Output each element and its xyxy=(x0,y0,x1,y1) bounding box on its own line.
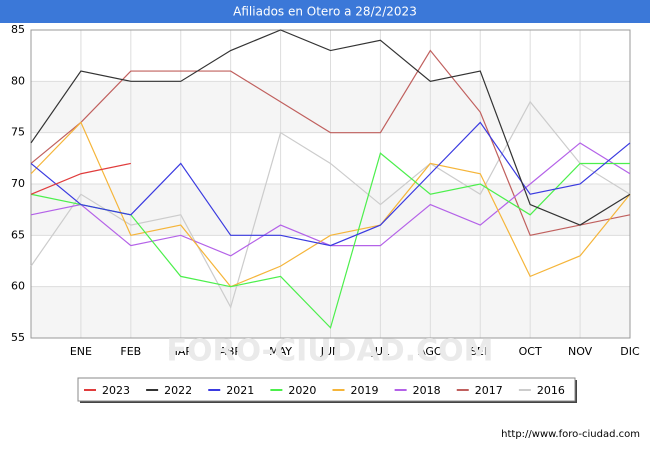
y-tick-label: 80 xyxy=(11,74,25,87)
x-tick-label: SEP xyxy=(470,345,491,358)
y-tick-label: 70 xyxy=(11,177,25,190)
title-bar xyxy=(0,0,650,23)
legend-label: 2023 xyxy=(102,384,130,397)
x-tick-label: DIC xyxy=(620,345,640,358)
legend-label: 2021 xyxy=(226,384,254,397)
series-line xyxy=(30,29,631,226)
x-tick-label: AGO xyxy=(418,345,443,358)
x-tick-label: JUN xyxy=(320,345,341,358)
series-line xyxy=(30,121,631,288)
legend-label: 2016 xyxy=(537,384,565,397)
x-tick-label: JUL xyxy=(371,345,390,358)
legend-label: 2019 xyxy=(351,384,379,397)
x-tick-label: NOV xyxy=(568,345,593,358)
legend-label: 2022 xyxy=(164,384,192,397)
legend-label: 2017 xyxy=(475,384,503,397)
watermark: FORO-CIUDAD.COM xyxy=(167,334,494,369)
x-tick-label: MAR xyxy=(168,345,193,358)
x-tick-label: MAY xyxy=(269,345,292,358)
x-tick-label: ENE xyxy=(70,345,92,358)
legend xyxy=(77,377,576,402)
footer: http://www.foro-ciudad.com xyxy=(501,429,640,440)
series-line xyxy=(30,121,631,247)
series-line xyxy=(30,49,631,237)
y-tick-label: 65 xyxy=(11,228,25,241)
legend-label: 2018 xyxy=(413,384,441,397)
y-tick-label: 85 xyxy=(11,23,25,36)
y-tick-label: 55 xyxy=(11,331,25,344)
series-line xyxy=(30,100,631,309)
plot-border xyxy=(30,29,631,339)
chart-title: Afiliados en Otero a 28/2/2023 xyxy=(233,5,417,19)
legend-label: 2020 xyxy=(288,384,316,397)
y-tick-label: 75 xyxy=(11,126,25,139)
x-tick-label: FEB xyxy=(120,345,141,358)
x-tick-label: ABR xyxy=(219,345,242,358)
x-tick-label: OCT xyxy=(519,345,542,358)
y-tick-label: 60 xyxy=(11,280,25,293)
series-line xyxy=(30,162,131,195)
